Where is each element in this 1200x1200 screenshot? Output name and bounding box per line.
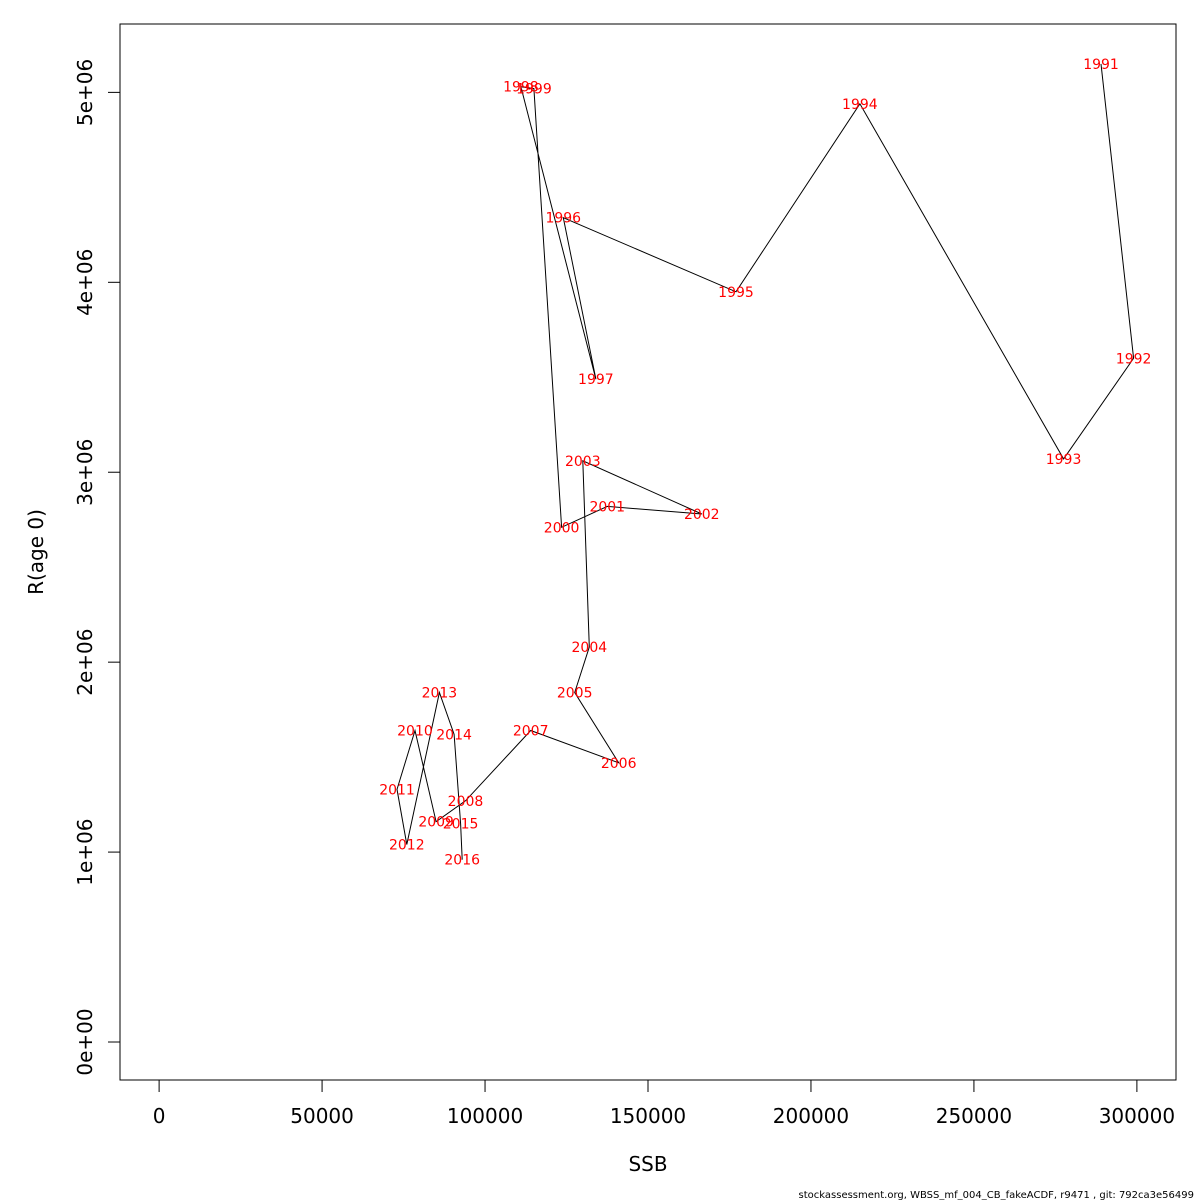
point-label-2007: 2007: [513, 724, 549, 740]
point-label-2013: 2013: [422, 686, 458, 702]
plot-frame: [119, 23, 1177, 1081]
x-tick-label: 250000: [936, 1104, 1012, 1128]
y-tick-label: 5e+06: [73, 59, 97, 126]
x-tick-label: 100000: [447, 1104, 523, 1128]
point-label-2008: 2008: [448, 794, 484, 810]
point-label-1992: 1992: [1116, 351, 1152, 367]
series-line: [396, 63, 1135, 860]
x-tick-label: 150000: [610, 1104, 686, 1128]
point-label-2010: 2010: [397, 724, 433, 740]
x-axis-label: SSB: [628, 1152, 667, 1176]
y-axis: 0e+00 1e+06 2e+06 3e+06 4e+06 5e+06: [73, 59, 121, 1076]
y-tick-label: 3e+06: [73, 439, 97, 506]
point-label-2003: 2003: [565, 454, 601, 470]
point-label-1996: 1996: [545, 211, 581, 227]
point-label-1998: 1998: [503, 80, 539, 96]
point-label-2001: 2001: [589, 499, 625, 515]
y-tick-label: 2e+06: [73, 629, 97, 696]
point-label-1997: 1997: [578, 372, 614, 388]
point-label-2002: 2002: [684, 507, 720, 523]
point-label-2006: 2006: [601, 756, 637, 772]
point-label-2004: 2004: [572, 640, 608, 656]
y-tick-label: 4e+06: [73, 249, 97, 316]
x-tick-label: 0: [153, 1104, 166, 1128]
x-tick-label: 200000: [773, 1104, 849, 1128]
point-label-2000: 2000: [544, 520, 580, 536]
x-axis: 0 50000 100000 150000 200000 250000 300000: [153, 1079, 1175, 1128]
point-label-2005: 2005: [557, 686, 593, 702]
footer-note: stockassessment.org, WBSS_mf_004_CB_fake…: [799, 1190, 1194, 1200]
x-tick-label: 50000: [290, 1104, 354, 1128]
point-label-1991: 1991: [1083, 57, 1119, 73]
x-tick-label: 300000: [1099, 1104, 1175, 1128]
point-label-2016: 2016: [444, 853, 480, 869]
y-tick-label: 1e+06: [73, 818, 97, 885]
point-label-1993: 1993: [1046, 452, 1082, 468]
point-label-2014: 2014: [436, 727, 472, 743]
point-label-1999: 1999: [516, 82, 552, 98]
point-label-1994: 1994: [842, 97, 878, 113]
y-tick-label: 0e+00: [73, 1008, 97, 1075]
point-label-2012: 2012: [389, 837, 425, 853]
y-axis-label: R(age 0): [24, 509, 48, 595]
point-label-2015: 2015: [443, 817, 479, 833]
point-label-2011: 2011: [379, 782, 415, 798]
point-label-2009: 2009: [418, 815, 454, 831]
point-label-1995: 1995: [718, 285, 754, 301]
